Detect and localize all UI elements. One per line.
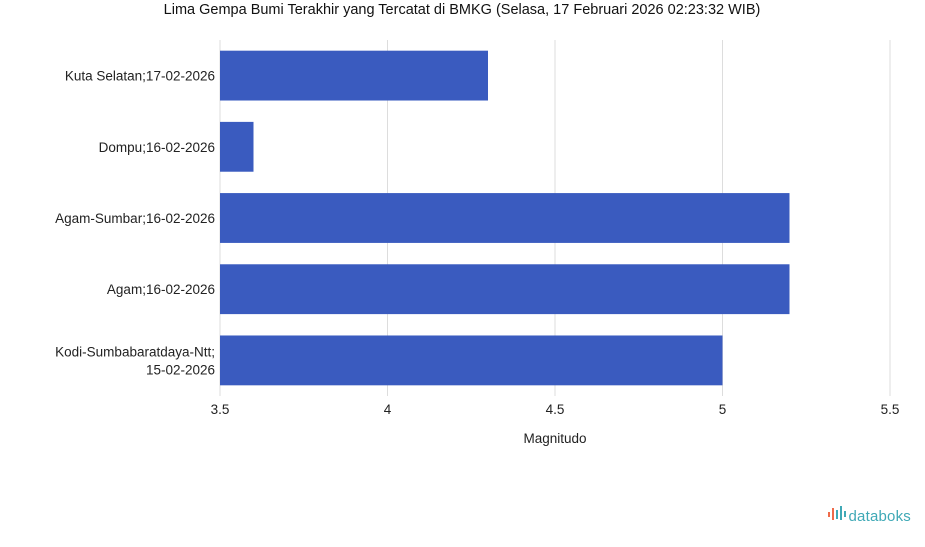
x-tick-label: 3.5 (211, 402, 230, 417)
category-label: Kodi-Sumbabaratdaya-Ntt; (55, 344, 215, 359)
category-label: Kuta Selatan;17-02-2026 (65, 69, 215, 84)
x-tick-label: 5 (719, 402, 727, 417)
chart-title: Lima Gempa Bumi Terakhir yang Tercatat d… (164, 2, 761, 18)
bars (220, 50, 790, 386)
category-label: Dompu;16-02-2026 (99, 140, 215, 155)
bar[interactable] (220, 121, 254, 172)
x-tick-label: 5.5 (881, 402, 900, 417)
category-label: Agam;16-02-2026 (107, 282, 215, 297)
category-label: Agam-Sumbar;16-02-2026 (55, 211, 215, 226)
bar[interactable] (220, 264, 790, 315)
databoks-brand: databoks (827, 506, 911, 527)
brand-name: databoks (848, 508, 911, 525)
x-tick-labels: 3.5 4 4.5 5 5.5 (211, 402, 900, 417)
x-tick-label: 4.5 (546, 402, 565, 417)
bar[interactable] (220, 193, 790, 243)
bar[interactable] (220, 335, 723, 386)
x-axis-title: Magnitudo (523, 431, 586, 446)
category-labels: Kuta Selatan;17-02-2026 Dompu;16-02-2026 A… (55, 69, 215, 378)
databoks-bars-icon (827, 506, 846, 527)
bar[interactable] (220, 50, 488, 101)
x-tick-label: 4 (384, 402, 392, 417)
category-label: 15-02-2026 (146, 362, 215, 377)
